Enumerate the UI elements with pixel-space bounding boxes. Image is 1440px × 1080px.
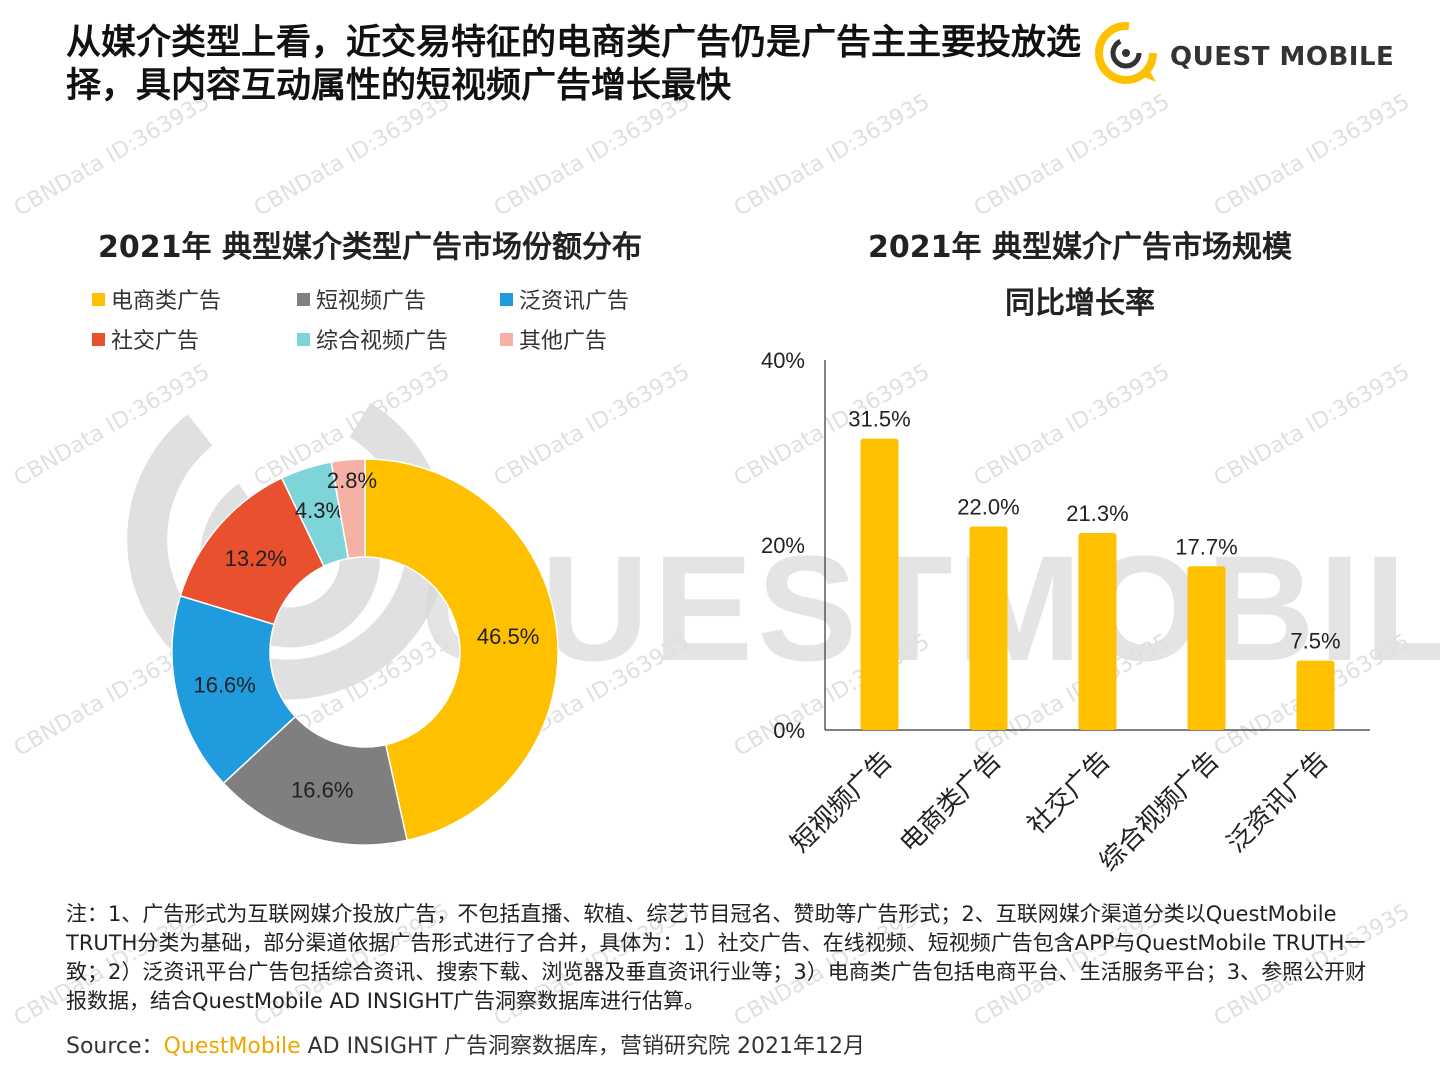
- legend-label: 其他广告: [519, 329, 608, 354]
- bar-value-label: 7.5%: [1290, 629, 1340, 654]
- bar-3: [1187, 566, 1226, 730]
- quest-mobile-logo: QUEST MOBILE: [1090, 20, 1410, 90]
- bar-value-label: 17.7%: [1175, 534, 1237, 559]
- y-tick-label: 40%: [761, 348, 805, 373]
- logo-text: QUEST MOBILE: [1170, 42, 1395, 72]
- legend-item-social: 社交广告: [92, 323, 199, 355]
- bar-value-label: 22.0%: [957, 495, 1019, 520]
- donut-slice-info: [171, 594, 297, 785]
- legend-label: 泛资讯广告: [519, 289, 630, 314]
- y-tick-label: 20%: [761, 533, 805, 558]
- legend-item-other: 其他广告: [500, 323, 607, 355]
- legend-label: 社交广告: [111, 329, 200, 354]
- legend-label: 电商类广告: [111, 289, 222, 314]
- legend-swatch: [92, 332, 105, 346]
- donut-slice-short-video: [222, 715, 408, 846]
- y-tick-label: 0%: [773, 718, 805, 743]
- bar-chart-title: 2021年 典型媒介广告市场规模: [868, 230, 1292, 265]
- donut-label-video: 4.3%: [295, 498, 345, 523]
- legend-item-info: 泛资讯广告: [500, 283, 629, 315]
- donut-label-other: 2.8%: [327, 468, 377, 493]
- legend-item-video: 综合视频广告: [297, 323, 448, 355]
- bar-2: [1078, 532, 1117, 730]
- bar-0: [860, 438, 899, 730]
- legend-item-short-video: 短视频广告: [297, 283, 426, 315]
- donut-label-info: 16.6%: [193, 672, 255, 697]
- bar-value-label: 31.5%: [848, 407, 910, 432]
- bar-4: [1296, 660, 1335, 730]
- x-category-label: 短视频广告: [785, 746, 898, 859]
- source-rest: AD INSIGHT 广告洞察数据库，营销研究院 2021年12月: [300, 1034, 865, 1059]
- legend-swatch: [297, 292, 310, 306]
- x-category-label: 电商类广告: [894, 746, 1007, 859]
- bar-1: [969, 526, 1008, 730]
- donut-slice-other: [330, 458, 366, 560]
- legend-label: 短视频广告: [316, 289, 427, 314]
- donut-label-ecommerce: 46.5%: [477, 624, 539, 649]
- donut-label-social: 13.2%: [225, 546, 287, 571]
- quest-mobile-logo-icon: [1095, 22, 1157, 84]
- donut-label-short-video: 16.6%: [291, 778, 353, 803]
- bar-chart-subtitle: 同比增长率: [1005, 286, 1155, 321]
- page-headline: 从媒介类型上看，近交易特征的电商类广告仍是广告主主要投放选择，具内容互动属性的短…: [66, 23, 1082, 106]
- legend-item-ecommerce: 电商类广告: [92, 283, 221, 315]
- source-line: Source：QuestMobile AD INSIGHT 广告洞察数据库，营销…: [66, 1028, 865, 1060]
- donut-chart-title: 2021年 典型媒介类型广告市场份额分布: [98, 230, 642, 265]
- legend-swatch: [297, 332, 310, 346]
- footnote: 注：1、广告形式为互联网媒介投放广告，不包括直播、软植、综艺节目冠名、赞助等广告…: [66, 902, 1367, 1013]
- bar-value-label: 21.3%: [1066, 501, 1128, 526]
- donut-slice-ecommerce: [364, 458, 559, 842]
- legend-swatch: [500, 332, 513, 346]
- source-prefix: Source：: [66, 1034, 164, 1059]
- legend-swatch: [92, 292, 105, 306]
- legend-swatch: [500, 292, 513, 306]
- x-category-label: 泛资讯广告: [1221, 746, 1334, 859]
- x-category-label: 社交广告: [1022, 746, 1117, 841]
- source-brand: QuestMobile: [163, 1034, 301, 1059]
- legend-label: 综合视频广告: [316, 329, 449, 354]
